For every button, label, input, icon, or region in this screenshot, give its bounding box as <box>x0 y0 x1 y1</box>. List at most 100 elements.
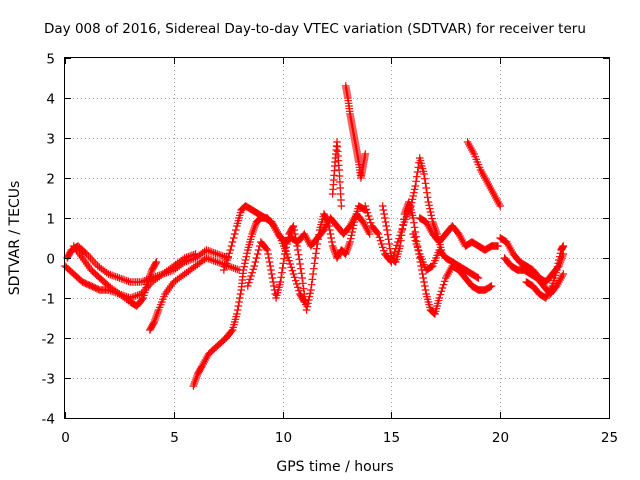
data-point <box>420 174 429 183</box>
data-point <box>300 290 309 298</box>
data-point <box>422 184 431 192</box>
data-point <box>292 280 301 288</box>
data-point <box>279 259 288 268</box>
data-point <box>291 230 299 238</box>
data-point <box>349 224 357 233</box>
data-point <box>287 263 296 272</box>
data-point <box>419 274 428 282</box>
data-point <box>386 249 395 258</box>
data-point <box>314 235 322 244</box>
data-point <box>379 246 388 255</box>
data-point <box>426 204 434 213</box>
data-point <box>397 236 405 245</box>
data-point <box>295 255 304 264</box>
grid <box>65 58 609 418</box>
data-point <box>227 242 236 250</box>
data-point <box>246 275 254 284</box>
data-point <box>291 234 300 242</box>
data-point <box>313 240 322 248</box>
data-point <box>336 190 345 198</box>
data-point <box>91 284 100 292</box>
data-point <box>283 240 291 248</box>
data-point <box>386 244 394 253</box>
data-point <box>361 202 370 210</box>
data-point <box>383 226 391 234</box>
y-tick-label: -2 <box>42 332 55 348</box>
data-point <box>222 259 230 268</box>
data-point <box>438 284 447 292</box>
data-point <box>373 228 382 237</box>
data-point <box>424 198 433 206</box>
data-point <box>288 266 297 275</box>
data-point <box>293 242 301 250</box>
data-point <box>554 259 563 268</box>
data-point <box>410 188 418 197</box>
data-point <box>309 264 318 273</box>
data-point <box>149 319 158 328</box>
data-point <box>228 238 237 246</box>
data-point <box>553 262 562 271</box>
data-point <box>335 172 344 180</box>
data-point <box>304 299 312 308</box>
data-point <box>307 286 315 294</box>
data-point <box>242 252 251 261</box>
data-point <box>326 230 335 238</box>
data-point <box>301 295 309 304</box>
data-point <box>411 182 420 190</box>
data-point <box>280 250 289 258</box>
data-point <box>270 282 278 290</box>
data-point <box>362 205 371 214</box>
data-point <box>306 289 314 298</box>
x-tick-label: 25 <box>601 430 618 446</box>
data-point <box>310 259 319 268</box>
series-arc2 <box>61 250 200 302</box>
data-point <box>88 282 97 291</box>
data-point <box>410 185 419 194</box>
data-point <box>252 254 261 262</box>
data-point <box>337 202 346 210</box>
data-point <box>361 150 370 158</box>
data-point <box>366 218 375 227</box>
data-point <box>556 249 565 258</box>
data-point <box>381 214 389 222</box>
data-point <box>297 269 306 278</box>
x-tick-label: 15 <box>383 430 400 446</box>
data-point <box>421 179 430 188</box>
data-point <box>223 256 231 264</box>
y-tick-label: 1 <box>46 212 55 228</box>
data-point <box>81 248 90 257</box>
data-point <box>263 246 272 254</box>
data-point <box>417 262 425 270</box>
y-tick-label: 3 <box>46 132 55 148</box>
y-tick-label: 4 <box>46 92 55 108</box>
data-point <box>411 236 420 245</box>
data-point <box>93 284 101 293</box>
data-point <box>347 231 356 240</box>
data-point <box>229 234 238 242</box>
data-point <box>413 168 422 176</box>
data-point <box>267 266 275 274</box>
data-point <box>379 206 388 214</box>
data-point <box>559 242 568 250</box>
series-arc11 <box>378 198 496 318</box>
data-point <box>265 258 274 266</box>
data-point <box>299 284 308 293</box>
x-tick-label: 10 <box>275 430 292 446</box>
data-point <box>382 222 391 230</box>
y-tick-label: -3 <box>42 372 55 388</box>
data-point <box>250 262 259 270</box>
data-point <box>436 290 445 299</box>
data-point <box>235 298 243 306</box>
data-point <box>302 306 311 314</box>
data-point <box>234 302 243 310</box>
data-point <box>264 250 272 258</box>
data-point <box>346 238 354 246</box>
data-point <box>425 201 433 210</box>
x-axis-label: GPS time / hours <box>276 459 393 475</box>
data-point <box>138 295 147 304</box>
series-arc13 <box>409 230 483 282</box>
y-tick-label: -4 <box>42 412 55 428</box>
data-point <box>414 163 423 172</box>
data-point <box>383 230 392 239</box>
data-point <box>363 208 372 217</box>
